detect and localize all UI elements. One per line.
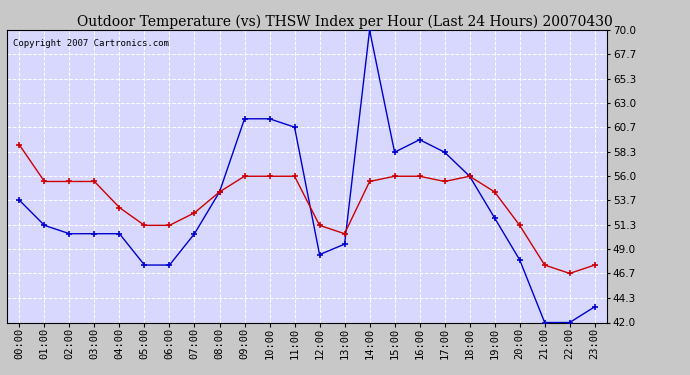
Text: Copyright 2007 Cartronics.com: Copyright 2007 Cartronics.com: [13, 39, 169, 48]
Text: Outdoor Temperature (vs) THSW Index per Hour (Last 24 Hours) 20070430: Outdoor Temperature (vs) THSW Index per …: [77, 15, 613, 29]
